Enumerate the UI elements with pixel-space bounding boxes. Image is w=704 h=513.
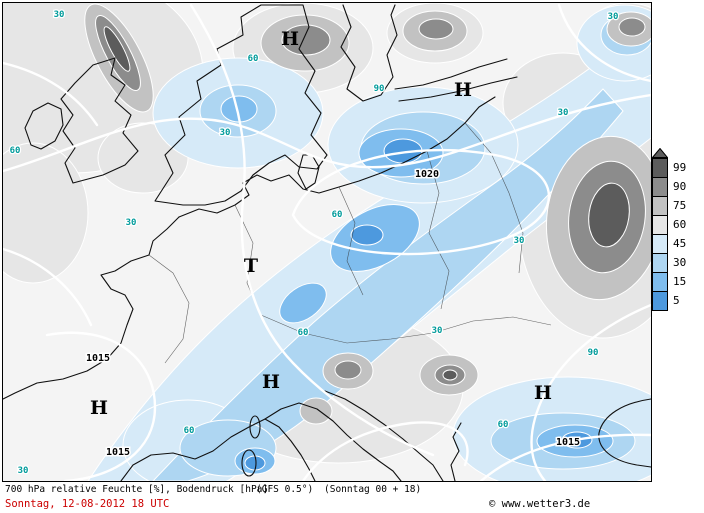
legend-swatch xyxy=(652,234,668,254)
legend-row: 15 xyxy=(652,272,686,292)
pressure-system-marker: H xyxy=(454,79,472,101)
map-title: 700 hPa relative Feuchte [%], Bodendruck… xyxy=(5,484,269,495)
legend-value: 15 xyxy=(673,275,687,288)
legend-swatch xyxy=(652,215,668,235)
legend-value: 75 xyxy=(673,199,687,212)
legend-swatch xyxy=(652,272,668,292)
pressure-label: 1020 xyxy=(415,169,439,180)
valid-datetime: Sonntag, 12-08-2012 18 UTC xyxy=(5,498,170,510)
pressure-system-marker: H xyxy=(262,371,280,393)
pressure-label: 1015 xyxy=(86,353,110,364)
pressure-label: 1015 xyxy=(106,447,130,458)
humidity-contour-label: 60 xyxy=(298,328,309,338)
coastlines xyxy=(3,4,651,481)
humidity-contour-label: 30 xyxy=(54,10,65,20)
legend-value: 45 xyxy=(673,237,687,250)
legend-arrow-up-icon xyxy=(652,148,668,158)
humidity-contour-label: 90 xyxy=(374,84,385,94)
country-borders xyxy=(148,122,552,364)
humidity-contour-label: 60 xyxy=(332,210,343,220)
legend-row: 99 xyxy=(652,158,686,178)
legend-swatch xyxy=(652,158,668,178)
humidity-contour-label: 60 xyxy=(248,54,259,64)
model-label: (GFS 0.5°) xyxy=(256,484,314,495)
legend-row: 30 xyxy=(652,253,686,273)
pressure-system-marker: T xyxy=(244,255,258,277)
humidity-contour-label: 90 xyxy=(588,348,599,358)
legend-value: 5 xyxy=(673,294,680,307)
map-frame: 30 60 90 30 60 30 30 30 60 30 60 30 90 60 60 30 1020 1015… xyxy=(2,2,652,482)
humidity-contour-label: 30 xyxy=(126,218,137,228)
humidity-contour-label: 30 xyxy=(220,128,231,138)
legend-value: 99 xyxy=(673,161,687,174)
legend-value: 90 xyxy=(673,180,687,193)
legend-value: 60 xyxy=(673,218,687,231)
humidity-contour-label: 30 xyxy=(18,466,29,476)
legend-swatch xyxy=(652,291,668,311)
isobars xyxy=(3,3,651,481)
legend-swatch xyxy=(652,253,668,273)
legend-row: 45 xyxy=(652,234,686,254)
legend-row: 5 xyxy=(652,291,686,311)
copyright: © www.wetter3.de xyxy=(489,498,591,510)
humidity-contour-label: 30 xyxy=(432,326,443,336)
humidity-contour-label: 30 xyxy=(558,108,569,118)
shading-dark-gray xyxy=(84,3,651,425)
legend-row: 75 xyxy=(652,196,686,216)
humidity-contour-label: 60 xyxy=(184,426,195,436)
legend-rows: 99 90 75 60 45 30 15 5 xyxy=(652,158,686,311)
run-label: (Sonntag 00 + 18) xyxy=(324,484,422,495)
humidity-legend: 99 90 75 60 45 30 15 5 xyxy=(652,148,686,311)
legend-swatch xyxy=(652,177,668,197)
pressure-label: 1015 xyxy=(556,437,580,448)
pressure-system-marker: H xyxy=(281,28,299,50)
legend-row: 90 xyxy=(652,177,686,197)
humidity-contour-label: 30 xyxy=(608,12,619,22)
weather-map: 30 60 90 30 60 30 30 30 60 30 60 30 90 60 60 30 1020 1015… xyxy=(3,3,651,481)
pressure-system-marker: H xyxy=(90,397,108,419)
legend-row: 60 xyxy=(652,215,686,235)
humidity-contour-label: 60 xyxy=(498,420,509,430)
legend-value: 30 xyxy=(673,256,687,269)
humidity-contour-label: 30 xyxy=(514,236,525,246)
pressure-system-marker: H xyxy=(534,382,552,404)
map-labels: 30 60 90 30 60 30 30 30 60 30 60 30 90 60 60 30 1020 1015… xyxy=(8,9,619,478)
legend-swatch xyxy=(652,196,668,216)
humidity-contour-label: 60 xyxy=(10,146,21,156)
